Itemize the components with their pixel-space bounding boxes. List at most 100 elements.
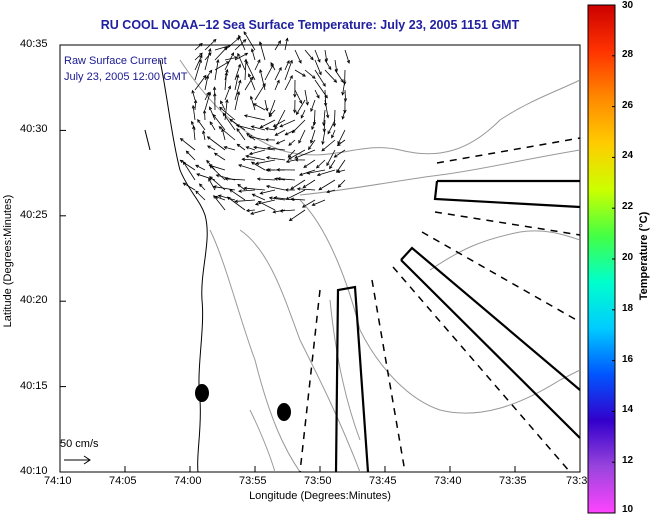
current-vector-head [264,138,269,142]
current-vector [251,161,266,171]
current-vector [265,128,276,131]
current-vector [244,76,254,91]
current-vector [294,149,316,159]
current-vector-head [213,92,217,97]
current-vector [321,139,336,152]
current-vector [218,126,236,141]
current-vector-head [336,142,341,147]
current-vector [298,129,306,144]
current-vector-head [212,113,217,118]
current-vector [334,59,338,72]
current-vector-head [311,126,315,131]
station-marker [195,384,209,402]
x-axis-ticks [59,466,581,472]
current-vector-head [290,186,295,190]
current-vector-head [256,177,261,181]
current-vector-head [198,183,203,188]
current-vector [244,187,266,191]
current-vector-head [206,145,211,149]
x-tick-label: 73:45 [369,475,397,487]
current-vector-head [284,188,289,192]
current-vector-head [185,150,190,155]
current-vector [182,161,196,181]
current-vector-head [236,91,241,95]
current-vector [323,119,326,132]
current-vector-head [343,109,347,114]
current-vector [324,99,329,118]
current-vector [218,195,236,201]
current-vector [238,35,246,51]
x-tick-label: 73:40 [434,475,462,487]
current-vector-head [238,189,242,193]
current-vector [236,124,256,131]
colorbar-tick-label: 26 [622,99,634,111]
x-tick-label: 74:05 [109,475,137,487]
current-vector [327,119,336,134]
current-vector [302,179,316,188]
current-vector-head [289,75,293,79]
current-vector [246,146,256,151]
current-vector-head [334,68,339,73]
current-vector-head [202,74,207,79]
current-vector-head [298,172,303,176]
current-vector-head [337,184,342,188]
current-vector [304,69,316,79]
current-vector-head [275,141,280,145]
current-vector [269,109,276,117]
current-vector-head [257,201,262,205]
current-vector-head [258,41,263,45]
current-vector-head [296,111,300,116]
current-vector [204,110,206,121]
current-vector [344,89,346,102]
current-vector [214,46,228,61]
current-vector-head [268,196,273,200]
current-vector-head [251,193,256,197]
current-vector-head [266,146,271,150]
current-vector-head [182,161,187,165]
current-vector-head [209,176,213,180]
current-vector-head [209,121,213,125]
current-vector-head [255,161,260,165]
current-vector [222,113,236,131]
current-vector [209,106,216,121]
current-vector [284,60,293,81]
current-vector [220,100,226,111]
current-vector-head [279,209,284,213]
colorbar-ticks [612,4,615,514]
colorbar-title: Temperature (°C) [638,211,650,301]
current-vector [207,136,226,151]
current-vector-head [238,34,242,39]
current-vector-head [311,202,316,206]
current-vector-head [343,98,348,102]
current-vector [194,59,202,81]
current-vector [234,74,239,91]
current-vector [316,159,326,169]
current-vector-head [213,194,217,199]
current-vector [204,92,210,101]
current-vector-head [202,130,206,134]
current-vector [322,129,326,145]
current-vector [183,182,196,191]
current-vector-head [285,37,289,42]
current-vector-head [312,121,317,126]
current-vector [194,75,207,91]
current-vector [312,199,326,206]
current-vector [286,159,296,163]
current-vector [194,52,203,61]
current-vector-head [257,59,261,63]
current-vector [213,186,236,191]
current-vector [274,109,286,130]
current-vector [213,195,226,211]
current-vector [224,52,234,71]
current-vector [317,169,336,176]
transect-dashed-lines [299,137,581,473]
current-vector-head [206,159,210,164]
current-vector [253,146,276,151]
current-vector [294,89,303,104]
current-vector [250,209,266,215]
current-vector [234,80,241,101]
current-vector [194,55,203,71]
current-vector-head [317,58,321,63]
current-vector [255,199,276,205]
